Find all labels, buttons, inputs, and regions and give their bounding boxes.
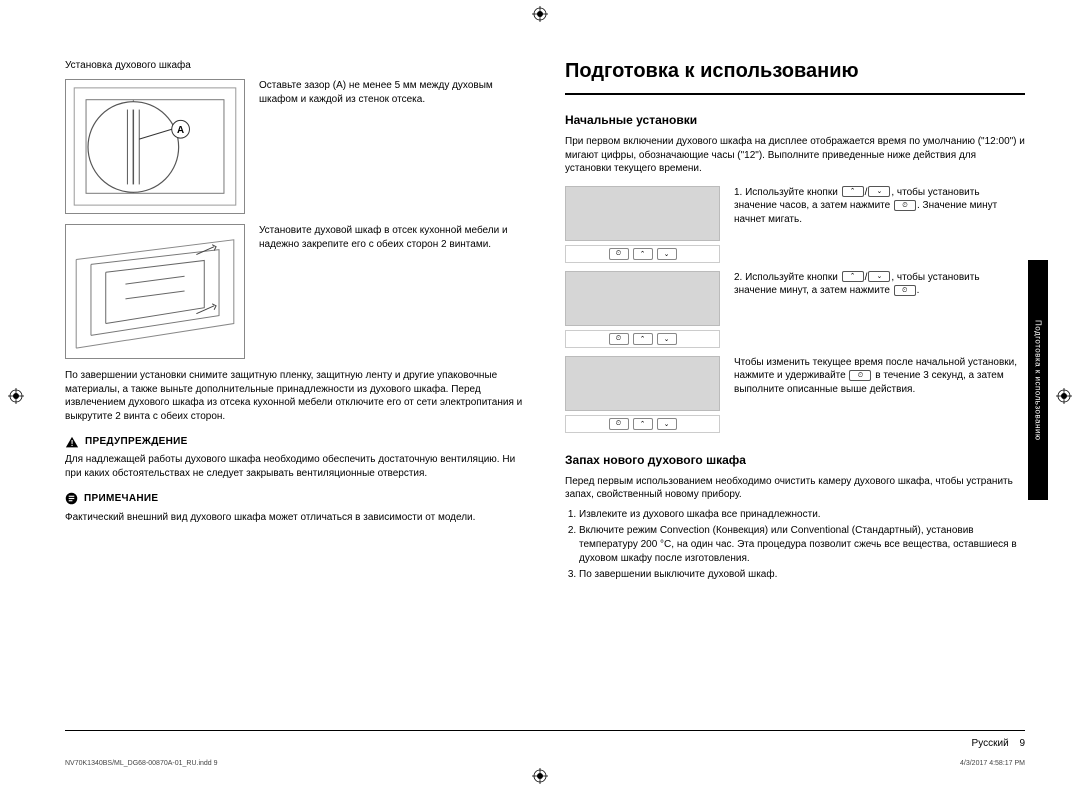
- panel-buttons: ⏲ ⌃ ⌄: [565, 245, 720, 263]
- control-panel-2: ⏲ ⌃ ⌄: [565, 271, 720, 348]
- page-title: Подготовка к использованию: [565, 60, 1025, 83]
- svg-text:A: A: [177, 125, 184, 136]
- after-install-text: По завершении установки снимите защитную…: [65, 369, 525, 423]
- clock-icon: ⏲: [894, 200, 916, 211]
- doc-footer-right: 4/3/2017 4:58:17 PM: [960, 760, 1025, 767]
- warning-row: ! ПРЕДУПРЕЖДЕНИЕ: [65, 435, 525, 447]
- footer-right: Русский 9: [972, 738, 1025, 749]
- step-3-text: Чтобы изменить текущее время после начал…: [734, 356, 1025, 433]
- gap-diagram: A: [65, 79, 245, 214]
- display-screen: [565, 356, 720, 411]
- page-content: Установка духового шкафа A Оставьте за: [65, 60, 1025, 740]
- step-3-row: ⏲ ⌃ ⌄ Чтобы изменить текущее время после…: [565, 356, 1025, 433]
- display-screen: [565, 271, 720, 326]
- step-1-text: 1. Используйте кнопки ⌃/⌄, чтобы установ…: [734, 186, 1025, 263]
- note-label: ПРИМЕЧАНИЕ: [84, 493, 158, 504]
- footer-rule: [65, 730, 1025, 731]
- clock-button: ⏲: [609, 333, 629, 345]
- list-item: Извлеките из духового шкафа все принадле…: [579, 508, 1025, 522]
- side-tab-label: Подготовка к использованию: [1034, 320, 1043, 440]
- doc-footer-left: NV70K1340BS/ML_DG68-00870A-01_RU.indd 9: [65, 760, 218, 767]
- section-side-tab: Подготовка к использованию: [1028, 260, 1048, 500]
- warning-icon: !: [65, 435, 79, 447]
- warning-text: Для надлежащей работы духового шкафа нео…: [65, 453, 525, 480]
- up-button: ⌃: [633, 418, 653, 430]
- svg-text:!: !: [71, 439, 74, 448]
- right-column: Подготовка к использованию Начальные уст…: [565, 60, 1025, 584]
- down-button: ⌄: [657, 248, 677, 260]
- gap-row: A Оставьте зазор (A) не менее 5 мм между…: [65, 79, 525, 214]
- control-panel-3: ⏲ ⌃ ⌄: [565, 356, 720, 433]
- down-button: ⌄: [657, 418, 677, 430]
- registration-mark-bottom: [532, 768, 548, 784]
- up-button: ⌃: [633, 333, 653, 345]
- note-text: Фактический внешний вид духового шкафа м…: [65, 511, 525, 525]
- step-2-row: ⏲ ⌃ ⌄ 2. Используйте кнопки ⌃/⌄, чтобы у…: [565, 271, 1025, 348]
- display-screen: [565, 186, 720, 241]
- initial-intro: При первом включении духового шкафа на д…: [565, 135, 1025, 176]
- clock-button: ⏲: [609, 248, 629, 260]
- registration-mark-top: [532, 6, 548, 22]
- initial-settings-heading: Начальные установки: [565, 113, 1025, 127]
- smell-intro: Перед первым использованием необходимо о…: [565, 475, 1025, 502]
- new-oven-smell-heading: Запах нового духового шкафа: [565, 453, 1025, 467]
- title-rule: [565, 93, 1025, 95]
- down-icon: ⌄: [868, 271, 890, 282]
- up-icon: ⌃: [842, 271, 864, 282]
- secure-text: Установите духовой шкаф в отсек кухонной…: [259, 224, 525, 359]
- list-item: Включите режим Convection (Конвекция) ил…: [579, 524, 1025, 566]
- warning-label: ПРЕДУПРЕЖДЕНИЕ: [85, 436, 188, 447]
- registration-mark-right: [1056, 388, 1072, 404]
- gap-text: Оставьте зазор (A) не менее 5 мм между д…: [259, 79, 525, 214]
- step-2-text: 2. Используйте кнопки ⌃/⌄, чтобы установ…: [734, 271, 1025, 348]
- left-column: Установка духового шкафа A Оставьте за: [65, 60, 525, 537]
- step-1-row: ⏲ ⌃ ⌄ 1. Используйте кнопки ⌃/⌄, чтобы у…: [565, 186, 1025, 263]
- registration-mark-left: [8, 388, 24, 404]
- secure-row: Установите духовой шкаф в отсек кухонной…: [65, 224, 525, 359]
- clock-icon: ⏲: [894, 285, 916, 296]
- down-icon: ⌄: [868, 186, 890, 197]
- note-icon: [65, 492, 78, 505]
- secure-diagram: [65, 224, 245, 359]
- clock-icon: ⏲: [849, 370, 871, 381]
- control-panel-1: ⏲ ⌃ ⌄: [565, 186, 720, 263]
- clock-button: ⏲: [609, 418, 629, 430]
- panel-buttons: ⏲ ⌃ ⌄: [565, 330, 720, 348]
- smell-steps-list: Извлеките из духового шкафа все принадле…: [565, 508, 1025, 582]
- up-icon: ⌃: [842, 186, 864, 197]
- up-button: ⌃: [633, 248, 653, 260]
- footer-language: Русский: [972, 738, 1009, 749]
- note-row: ПРИМЕЧАНИЕ: [65, 492, 525, 505]
- page-number: 9: [1019, 738, 1025, 749]
- list-item: По завершении выключите духовой шкаф.: [579, 568, 1025, 582]
- panel-buttons: ⏲ ⌃ ⌄: [565, 415, 720, 433]
- install-heading: Установка духового шкафа: [65, 60, 525, 71]
- down-button: ⌄: [657, 333, 677, 345]
